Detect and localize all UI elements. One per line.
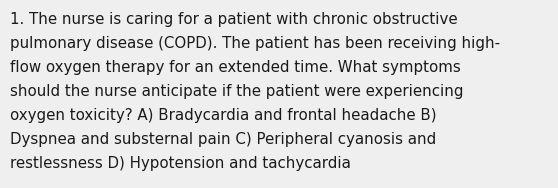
Text: should the nurse anticipate if the patient were experiencing: should the nurse anticipate if the patie… (10, 84, 464, 99)
Text: pulmonary disease (COPD). The patient has been receiving high-: pulmonary disease (COPD). The patient ha… (10, 36, 500, 51)
Text: Dyspnea and substernal pain C) Peripheral cyanosis and: Dyspnea and substernal pain C) Periphera… (10, 132, 436, 147)
Text: 1. The nurse is caring for a patient with chronic obstructive: 1. The nurse is caring for a patient wit… (10, 12, 458, 27)
Text: oxygen toxicity? A) Bradycardia and frontal headache B): oxygen toxicity? A) Bradycardia and fron… (10, 108, 436, 123)
Text: flow oxygen therapy for an extended time. What symptoms: flow oxygen therapy for an extended time… (10, 60, 461, 75)
Text: restlessness D) Hypotension and tachycardia: restlessness D) Hypotension and tachycar… (10, 156, 351, 171)
